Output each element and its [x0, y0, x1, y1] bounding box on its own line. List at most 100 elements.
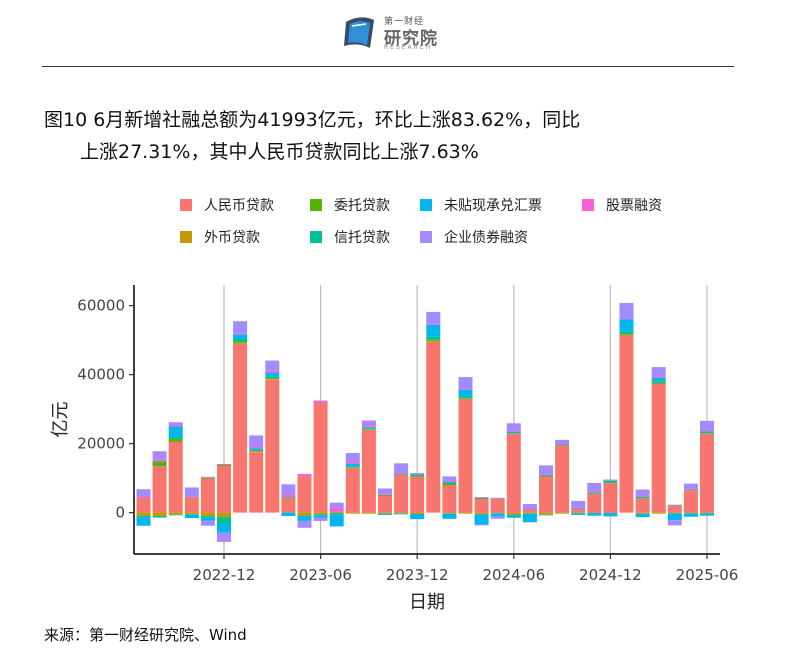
bar-segment — [619, 333, 634, 335]
legend-label: 信托贷款 — [334, 230, 390, 246]
bar-segment — [200, 477, 215, 479]
bar-segment — [667, 504, 682, 506]
bar-segment — [184, 496, 199, 498]
y-tick-label: 60000 — [77, 297, 125, 315]
bar-segment — [603, 479, 618, 481]
bar-segment — [329, 512, 344, 514]
bar-segment — [700, 431, 714, 434]
bar-segment — [571, 513, 586, 516]
bar-segment — [329, 513, 344, 515]
bar-segment — [136, 496, 151, 499]
bar-segment — [667, 513, 682, 521]
legend-key — [420, 231, 432, 243]
bar-segment — [426, 340, 441, 342]
legend-label: 股票融资 — [606, 198, 662, 214]
bar-segment — [651, 377, 666, 379]
bar-segment — [217, 517, 231, 524]
bar-segment — [651, 381, 666, 383]
bar-segment — [233, 341, 248, 343]
bar-segment — [394, 474, 409, 513]
bar-segment — [281, 498, 296, 513]
bar-segment — [474, 498, 489, 500]
bar-segment — [700, 430, 714, 432]
bar-segment — [651, 512, 666, 514]
bar-segment — [603, 512, 618, 517]
bar-segment — [506, 431, 521, 434]
bar-segment — [603, 482, 618, 484]
bar-segment — [233, 333, 248, 335]
bar-segment — [410, 473, 425, 475]
bar-segment — [506, 515, 521, 518]
bar-segment — [249, 449, 264, 451]
bar-segment — [265, 379, 280, 513]
bar-segment — [200, 517, 215, 521]
bar-segment — [426, 324, 441, 337]
bar-segment — [378, 495, 392, 496]
bar-segment — [184, 512, 199, 515]
bar-segment — [667, 520, 682, 526]
bar-segment — [522, 512, 537, 514]
bar-segment — [490, 512, 505, 514]
bar-segment — [603, 480, 618, 481]
bar-segment — [490, 513, 505, 517]
bar-segment — [136, 517, 151, 526]
bar-segment — [651, 377, 666, 382]
bar-segment — [683, 490, 698, 513]
bar-segment — [152, 517, 167, 518]
bar-segment — [184, 514, 199, 515]
bar-segment — [522, 508, 537, 510]
bar-segment — [458, 512, 473, 514]
bar-segment — [297, 512, 312, 516]
logo-sub-text: RESEARCH — [384, 44, 433, 51]
bar-segment — [313, 514, 328, 516]
bar-segment — [458, 398, 473, 513]
bar-segment — [539, 476, 553, 513]
bar-segment — [603, 483, 618, 513]
bar-segment — [522, 513, 537, 514]
bar-segment — [474, 524, 489, 526]
legend-label: 委托贷款 — [334, 198, 390, 214]
bar-segment — [329, 507, 344, 512]
bar-segment — [297, 515, 312, 521]
bar-segment — [297, 515, 312, 516]
legend-key — [310, 199, 322, 211]
bar-segment — [394, 472, 409, 474]
bar-segment — [233, 342, 248, 344]
bar-segment — [442, 481, 457, 483]
bar-segment — [410, 476, 425, 477]
bar-segment — [329, 502, 344, 508]
bar-segment — [458, 377, 473, 390]
bar-segment — [184, 498, 199, 513]
bar-segment — [361, 420, 376, 427]
bar-segment — [555, 445, 570, 513]
bar-segment — [168, 426, 183, 439]
bar-segment — [667, 505, 682, 506]
bar-segment — [249, 450, 264, 452]
bar-segment — [249, 452, 264, 513]
legend-item-equity-financing: 股票融资 — [582, 196, 662, 214]
bar-segment — [667, 512, 682, 514]
chart-legend: 人民币贷款 委托贷款 未贴现承兑汇票 股票融资 外币贷款 信托贷款 企业债券融资 — [180, 192, 740, 252]
bar-segment — [587, 512, 602, 514]
bar-segment — [313, 403, 328, 404]
bar-segment — [297, 476, 312, 513]
bar-segment — [474, 514, 489, 525]
bar-segment — [217, 512, 231, 518]
bar-segment — [619, 331, 634, 334]
bar-segment — [249, 447, 264, 449]
bar-segment — [184, 487, 199, 497]
bar-segment — [683, 483, 698, 489]
bar-segment — [442, 476, 457, 482]
bar-segment — [281, 512, 296, 517]
bar-segment — [200, 516, 215, 518]
bar-segment — [458, 398, 473, 399]
legend-item-rmb-loans: 人民币贷款 — [180, 196, 274, 214]
bar-segment — [571, 507, 586, 509]
bar-segment — [249, 448, 264, 450]
bar-segment — [378, 488, 392, 494]
bar-segment — [281, 497, 296, 499]
bar-segment — [184, 497, 199, 499]
bar-segment — [217, 463, 231, 466]
bar-segment — [474, 498, 489, 513]
bar-segment — [635, 498, 650, 499]
